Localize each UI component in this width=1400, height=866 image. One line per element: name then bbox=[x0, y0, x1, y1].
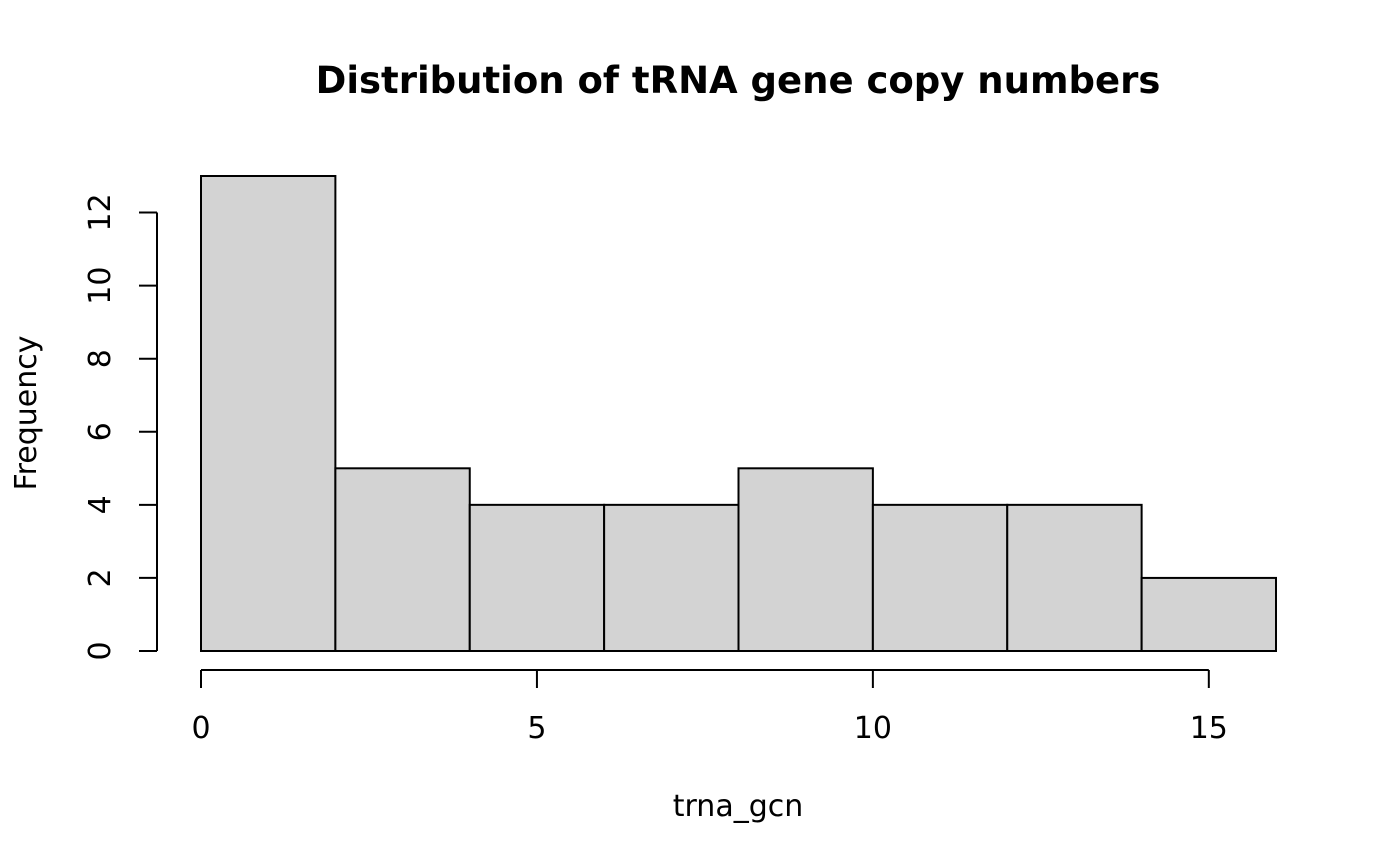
histogram-bar-4 bbox=[737, 467, 874, 652]
y-axis-label: Frequency bbox=[9, 336, 44, 491]
y-tick-label-10: 10 bbox=[83, 267, 118, 305]
histogram-bar-1 bbox=[334, 467, 471, 652]
x-axis-label: trna_gcn bbox=[673, 789, 804, 824]
y-tick-label-12: 12 bbox=[83, 193, 118, 231]
x-axis: 0 5 10 15 bbox=[191, 669, 1228, 746]
histogram-bar-5 bbox=[871, 503, 1009, 652]
histogram-bar-7 bbox=[1140, 576, 1277, 653]
histogram-bar-0 bbox=[200, 175, 337, 652]
y-axis: 0 2 4 6 8 10 12 bbox=[83, 193, 158, 661]
chart-title: Distribution of tRNA gene copy numbers bbox=[316, 59, 1161, 102]
histogram-bar-3 bbox=[603, 503, 740, 652]
histogram-bar-2 bbox=[468, 503, 606, 652]
histogram-bar-6 bbox=[1006, 503, 1143, 652]
y-tick-label-4: 4 bbox=[83, 495, 118, 514]
y-tick-label-0: 0 bbox=[83, 641, 118, 660]
y-tick-label-8: 8 bbox=[83, 349, 118, 368]
x-tick-label-10: 10 bbox=[854, 711, 892, 746]
x-tick-label-15: 15 bbox=[1190, 711, 1228, 746]
x-tick-label-5: 5 bbox=[527, 711, 546, 746]
bars-group bbox=[200, 175, 1277, 653]
y-tick-label-2: 2 bbox=[83, 568, 118, 587]
y-tick-label-6: 6 bbox=[83, 422, 118, 441]
x-tick-label-0: 0 bbox=[191, 711, 210, 746]
